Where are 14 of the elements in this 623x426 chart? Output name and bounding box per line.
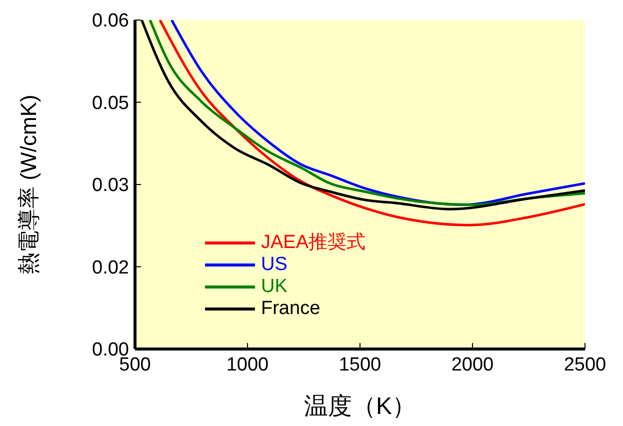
y-axis-title: 熱電導率 (W/cmK) <box>16 94 41 274</box>
y-tick-label: 0.06 <box>92 10 129 32</box>
y-tick-label: 0.02 <box>92 257 129 278</box>
legend-label: UK <box>261 276 288 298</box>
legend-label: US <box>261 254 288 276</box>
x-tick-label: 2000 <box>451 354 494 376</box>
y-tick-label: 0.03 <box>92 175 129 196</box>
legend-label: France <box>261 298 320 320</box>
x-tick-label: 2500 <box>564 354 606 376</box>
y-tick-label: 0.05 <box>92 92 129 114</box>
x-axis-title: 温度（K） <box>304 393 416 420</box>
x-tick-label: 1000 <box>226 354 269 376</box>
legend-label: JAEA推奨式 <box>261 232 366 254</box>
x-tick-label: 1500 <box>338 354 382 376</box>
